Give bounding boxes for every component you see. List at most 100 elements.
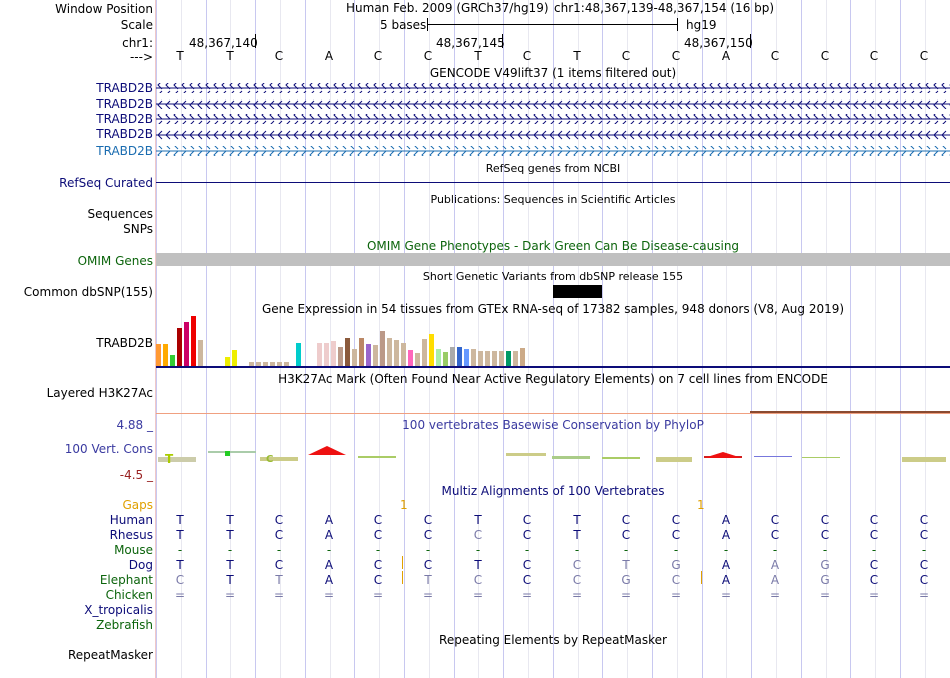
phylop-track[interactable]: T C: [156, 440, 950, 470]
refseq-title[interactable]: RefSeq genes from NCBI: [485, 162, 621, 175]
species-label[interactable]: Rhesus: [109, 528, 153, 542]
dbsnp-label[interactable]: Common dbSNP(155): [23, 285, 153, 299]
alignment-base: C: [423, 558, 433, 572]
species-label[interactable]: X_tropicalis: [84, 603, 153, 617]
alignment-base: C: [869, 528, 879, 542]
gencode-transcript-5[interactable]: TRABD2B: [96, 144, 153, 158]
alignment-base: C: [572, 573, 582, 587]
alignment-base: T: [573, 513, 581, 527]
base-letter: C: [869, 49, 879, 63]
phylop-score: [358, 456, 396, 458]
gtex-bar: [345, 338, 350, 366]
alignment-base: T: [424, 573, 432, 587]
assembly-title: Human Feb. 2009 (GRCh37/hg19): [346, 1, 549, 15]
coord-2: 48,367,145: [436, 36, 505, 50]
alignment-base: C: [671, 573, 681, 587]
scale-label: Scale: [120, 18, 153, 32]
species-label[interactable]: Human: [109, 513, 153, 527]
publications-title[interactable]: Publications: Sequences in Scientific Ar…: [430, 193, 676, 206]
alignment-base: C: [770, 513, 780, 527]
phylop-score-letter: T: [165, 452, 174, 466]
multiz-title[interactable]: Multiz Alignments of 100 Vertebrates: [441, 484, 665, 498]
gtex-bar: [256, 362, 261, 366]
species-label[interactable]: Mouse: [114, 543, 153, 557]
phylop-title[interactable]: 100 vertebrates Basewise Conservation by…: [402, 418, 704, 432]
gencode-track[interactable]: [156, 80, 950, 160]
alignment-base: T: [226, 573, 234, 587]
alignment-base: C: [919, 528, 929, 542]
alignment-base: =: [769, 588, 781, 602]
coord-tick-1: [255, 34, 256, 48]
omim-label[interactable]: OMIM Genes: [77, 254, 153, 268]
base-letter: T: [474, 49, 482, 63]
alignment-base: -: [475, 543, 481, 557]
repeatmasker-label[interactable]: RepeatMasker: [67, 648, 153, 662]
gtex-bar: [506, 351, 511, 366]
alignment-base: C: [919, 558, 929, 572]
gtex-bar: [478, 351, 483, 366]
species-label[interactable]: Dog: [128, 558, 153, 572]
gtex-bar: [520, 348, 525, 366]
phylop-score: [506, 453, 546, 456]
gtex-bar: [366, 344, 371, 366]
omim-title[interactable]: OMIM Gene Phenotypes - Dark Green Can Be…: [366, 239, 740, 253]
gtex-barchart[interactable]: [156, 314, 536, 368]
alignment-base: T: [275, 573, 283, 587]
base-letter: C: [423, 49, 433, 63]
scale-bar: [427, 24, 677, 25]
base-letter: C: [373, 49, 383, 63]
omim-feature-bar[interactable]: [156, 253, 950, 266]
alignment-base: C: [820, 528, 830, 542]
h3k27ac-title[interactable]: H3K27Ac Mark (Often Found Near Active Re…: [278, 372, 828, 386]
repeatmasker-title[interactable]: Repeating Elements by RepeatMasker: [439, 633, 667, 647]
gtex-title[interactable]: Gene Expression in 54 tissues from GTEx …: [261, 302, 845, 316]
base-letter: A: [721, 49, 731, 63]
species-label[interactable]: Elephant: [99, 573, 153, 587]
alignment-base: C: [274, 558, 284, 572]
alignment-base: T: [226, 528, 234, 542]
publications-label[interactable]: Sequences: [87, 207, 153, 221]
dbsnp-title[interactable]: Short Genetic Variants from dbSNP releas…: [422, 270, 684, 283]
phylop-score-letter: C: [266, 454, 273, 465]
species-label[interactable]: Zebrafish: [96, 618, 153, 632]
h3k27ac-signal-line[interactable]: [156, 413, 950, 414]
gtex-bar: [359, 338, 364, 366]
alignment-base: -: [772, 543, 778, 557]
gtex-bar: [249, 362, 254, 366]
phylop-score: [802, 457, 840, 458]
gtex-bar: [156, 344, 161, 366]
gencode-transcript-4[interactable]: TRABD2B: [96, 127, 153, 141]
insertion-mark-dog: [402, 556, 403, 569]
alignment-base: C: [522, 528, 532, 542]
alignment-base: T: [226, 558, 234, 572]
strand-arrow-label[interactable]: --->: [129, 50, 153, 64]
alignment-base: C: [572, 558, 582, 572]
gencode-transcript-3[interactable]: TRABD2B: [96, 112, 153, 126]
coord-tick-2: [502, 34, 503, 48]
scale-text: 5 bases: [380, 18, 427, 32]
phylop-label[interactable]: 100 Vert. Cons: [64, 442, 153, 456]
gtex-bar: [284, 362, 289, 366]
snps-label[interactable]: SNPs: [123, 222, 153, 236]
gencode-title[interactable]: GENCODE V49lift37 (1 items filtered out): [429, 66, 677, 80]
species-label[interactable]: Chicken: [105, 588, 153, 602]
alignment-base: -: [574, 543, 580, 557]
dbsnp-variant[interactable]: [553, 285, 602, 298]
phylop-score: [704, 452, 742, 458]
refseq-label[interactable]: RefSeq Curated: [59, 176, 153, 190]
alignment-base: =: [868, 588, 880, 602]
gencode-transcript-2[interactable]: TRABD2B: [96, 97, 153, 111]
gencode-transcript-1[interactable]: TRABD2B: [96, 81, 153, 95]
alignment-base: C: [671, 513, 681, 527]
gaps-label[interactable]: Gaps: [122, 498, 153, 512]
gtex-label[interactable]: TRABD2B: [96, 336, 153, 350]
h3k27ac-signal-peak[interactable]: [750, 411, 950, 413]
alignment-base: =: [472, 588, 484, 602]
coord-1: 48,367,140: [189, 36, 258, 50]
gtex-bar: [331, 341, 336, 366]
h3k27ac-label[interactable]: Layered H3K27Ac: [46, 386, 153, 400]
gtex-bar: [443, 352, 448, 366]
refseq-track-line[interactable]: [156, 182, 950, 183]
alignment-base: -: [276, 543, 282, 557]
